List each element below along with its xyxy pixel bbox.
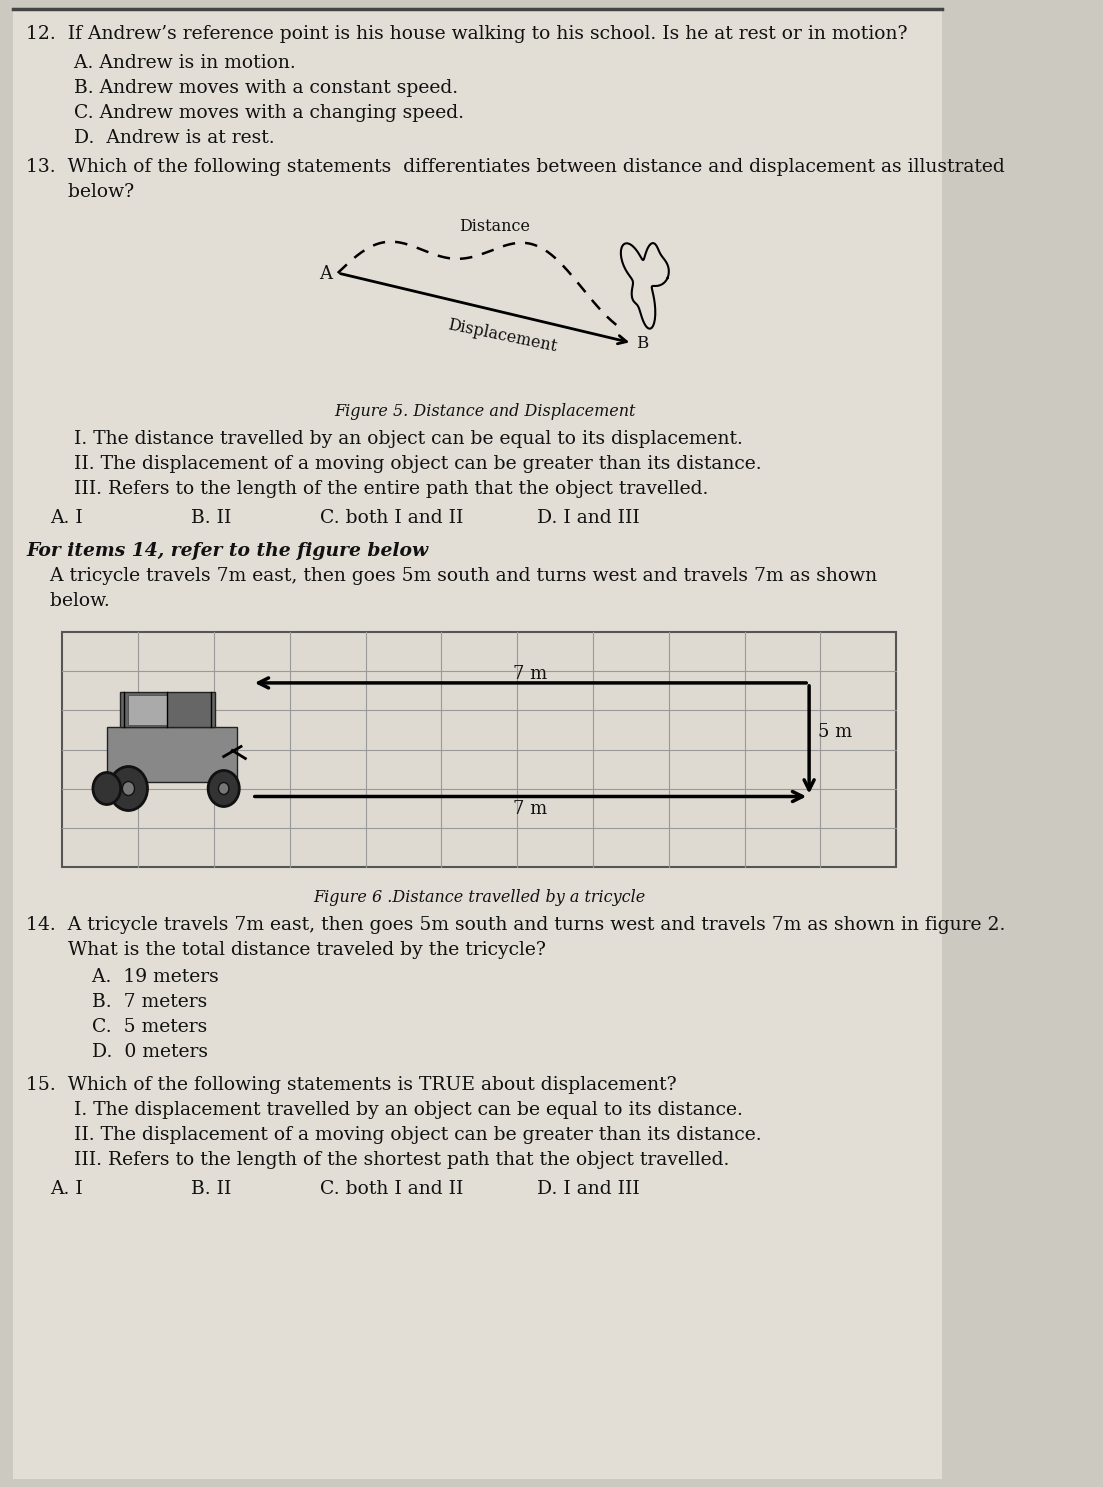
Text: 7 m: 7 m (513, 665, 547, 683)
Text: D. I and III: D. I and III (537, 509, 640, 526)
Text: A. Andrew is in motion.: A. Andrew is in motion. (26, 54, 296, 71)
Circle shape (218, 782, 229, 794)
Text: B. II: B. II (191, 1181, 231, 1199)
Text: 13.  Which of the following statements  differentiates between distance and disp: 13. Which of the following statements di… (26, 158, 1005, 175)
Text: Displacement: Displacement (446, 317, 558, 355)
Text: 12.  If Andrew’s reference point is his house walking to his school. Is he at re: 12. If Andrew’s reference point is his h… (26, 25, 908, 43)
Text: C.  5 meters: C. 5 meters (26, 1019, 207, 1036)
Text: C. both I and II: C. both I and II (320, 509, 463, 526)
Text: II. The displacement of a moving object can be greater than its distance.: II. The displacement of a moving object … (26, 1126, 761, 1144)
Text: I. The distance travelled by an object can be equal to its displacement.: I. The distance travelled by an object c… (26, 430, 742, 448)
Circle shape (93, 773, 120, 804)
Text: II. The displacement of a moving object can be greater than its distance.: II. The displacement of a moving object … (26, 455, 761, 473)
Text: B. Andrew moves with a constant speed.: B. Andrew moves with a constant speed. (26, 79, 458, 97)
Text: below?: below? (26, 183, 135, 201)
Text: A. I: A. I (51, 509, 83, 526)
Text: Distance: Distance (459, 219, 529, 235)
Text: III. Refers to the length of the shortest path that the object travelled.: III. Refers to the length of the shortes… (26, 1151, 729, 1169)
Text: Figure 6 .Distance travelled by a tricycle: Figure 6 .Distance travelled by a tricyc… (313, 889, 645, 906)
Text: A. I: A. I (51, 1181, 83, 1199)
Text: What is the total distance traveled by the tricycle?: What is the total distance traveled by t… (26, 941, 546, 959)
Text: 7 m: 7 m (513, 800, 547, 818)
Text: B: B (636, 335, 649, 352)
Text: D.  0 meters: D. 0 meters (26, 1042, 208, 1062)
Text: D. I and III: D. I and III (537, 1181, 640, 1199)
Text: Figure 5. Distance and Displacement: Figure 5. Distance and Displacement (334, 403, 635, 419)
Circle shape (109, 766, 148, 810)
Text: 5 m: 5 m (817, 723, 852, 741)
Circle shape (122, 782, 135, 796)
Circle shape (208, 770, 239, 806)
Text: A: A (319, 265, 332, 283)
Text: C. Andrew moves with a changing speed.: C. Andrew moves with a changing speed. (26, 104, 464, 122)
Bar (120, 691, 215, 727)
Bar (63, 632, 897, 867)
Text: B.  7 meters: B. 7 meters (26, 993, 207, 1011)
Text: For items 14, refer to the figure below: For items 14, refer to the figure below (26, 541, 428, 561)
Text: I. The displacement travelled by an object can be equal to its distance.: I. The displacement travelled by an obje… (26, 1100, 742, 1120)
Text: A tricycle travels 7m east, then goes 5m south and turns west and travels 7m as : A tricycle travels 7m east, then goes 5m… (26, 567, 877, 584)
Text: A.  19 meters: A. 19 meters (26, 968, 218, 986)
Text: C. both I and II: C. both I and II (320, 1181, 463, 1199)
Text: 15.  Which of the following statements is TRUE about displacement?: 15. Which of the following statements is… (26, 1077, 676, 1094)
Text: below.: below. (26, 592, 109, 610)
Bar (107, 727, 237, 782)
Text: 14.  A tricycle travels 7m east, then goes 5m south and turns west and travels 7: 14. A tricycle travels 7m east, then goe… (26, 916, 1005, 934)
Text: D.  Andrew is at rest.: D. Andrew is at rest. (26, 129, 275, 147)
Bar (128, 694, 168, 724)
Text: III. Refers to the length of the entire path that the object travelled.: III. Refers to the length of the entire … (26, 480, 708, 498)
Text: B. II: B. II (191, 509, 231, 526)
